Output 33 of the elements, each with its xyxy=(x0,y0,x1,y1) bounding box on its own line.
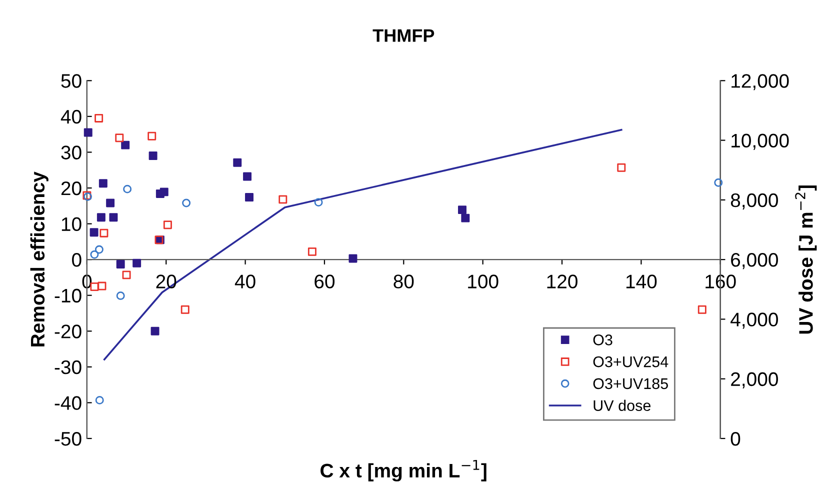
y-tick-label: 10 xyxy=(62,217,82,232)
y-tick-label: -50 xyxy=(54,432,82,446)
y-tick-label: -20 xyxy=(54,324,82,338)
x-tick-label: 20 xyxy=(156,274,176,288)
y2-tick-label: 8,000 xyxy=(730,193,778,210)
legend-label: O3+UV254 xyxy=(593,356,668,368)
y-axis-title: Removal efficiency xyxy=(30,172,48,346)
y2-tick-label: 4,000 xyxy=(730,312,778,329)
x-tick-label: 40 xyxy=(234,274,256,288)
legend-label: O3+UV185 xyxy=(593,378,668,390)
x-axis-title: C x t [mg min L$^{−1}$] xyxy=(320,460,486,482)
y-tick-label: 40 xyxy=(60,110,82,124)
x-tick-label: 80 xyxy=(394,274,414,288)
x-tick-label: 120 xyxy=(547,274,578,288)
legend-label: O3 xyxy=(593,334,612,346)
legend-label: UV dose xyxy=(594,400,651,411)
y2-tick-label: 2,000 xyxy=(731,372,778,388)
y2-tick-label: 10,000 xyxy=(732,134,789,150)
y-tick-label: 0 xyxy=(72,253,82,267)
y-tick-label: 20 xyxy=(61,181,82,196)
y2-tick-label: 6,000 xyxy=(731,253,778,270)
y-tick-label: -30 xyxy=(54,360,82,374)
y-tick-label: 50 xyxy=(61,74,82,88)
y-tick-label: -40 xyxy=(54,396,82,410)
x-tick-label: 140 xyxy=(626,274,657,288)
y2-tick-label: 12,000 xyxy=(732,74,789,90)
y-tick-label: 30 xyxy=(61,146,82,160)
x-tick-label: 100 xyxy=(468,274,498,288)
x-tick-label: 60 xyxy=(314,274,335,288)
chart-title: THMFP xyxy=(372,29,434,42)
y2-tick-label: 0 xyxy=(730,432,740,446)
y-tick-label: -10 xyxy=(54,288,82,303)
y2-axis-title: UV dose [J m$^{−2}$] xyxy=(795,185,817,334)
